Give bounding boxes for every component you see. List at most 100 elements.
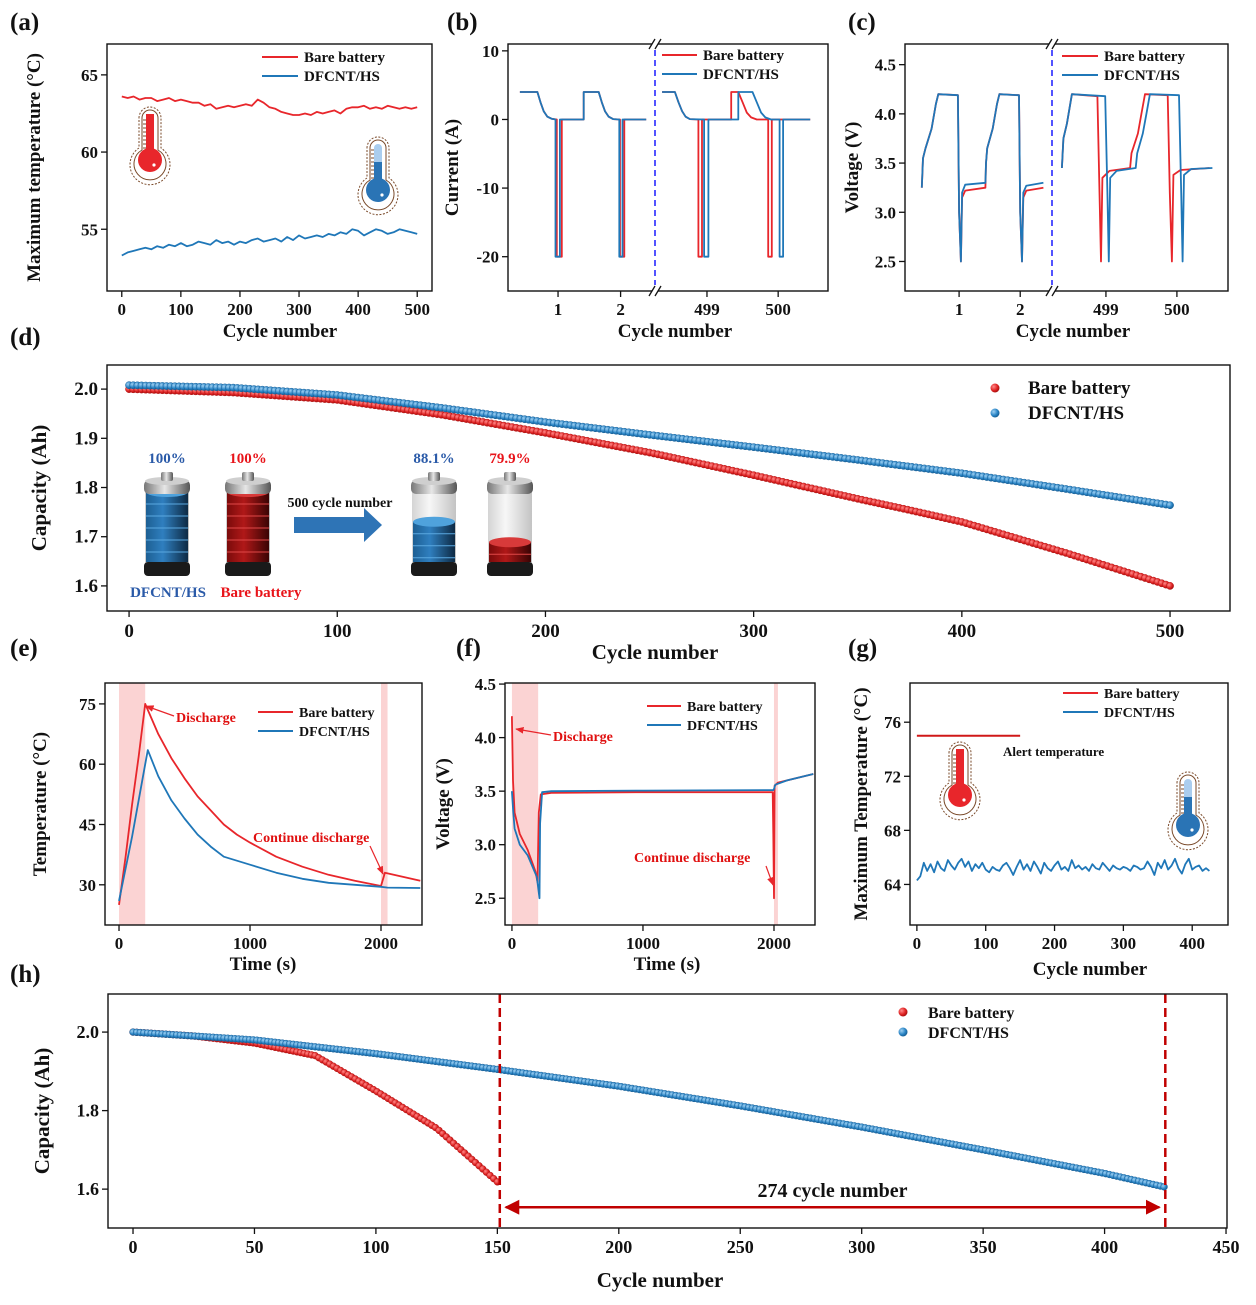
series-bare <box>125 385 1174 590</box>
plot-frame <box>909 682 1229 926</box>
legend: Bare battery DFCNT/HS <box>990 378 1131 424</box>
axis-break-mark <box>1051 285 1059 297</box>
x-tick-label: 300 <box>1111 934 1137 953</box>
panel-label: (f) <box>456 635 481 662</box>
battery-inset: 100% 100% 88.1% 79.9% DFCNT/HS Bare battery 50… <box>130 451 533 601</box>
axis-break-mark <box>648 285 656 297</box>
red-thermometer-icon <box>939 741 981 821</box>
x-tick-label: 400 <box>1179 934 1205 953</box>
arrow-label: 500 cycle number <box>288 496 393 511</box>
annotation-label: Continue discharge <box>253 831 369 846</box>
plot-area <box>121 95 418 257</box>
plot-frame <box>504 682 816 926</box>
legend-label: DFCNT/HS <box>1104 68 1180 84</box>
panel-label: (a) <box>10 9 39 36</box>
plot-area <box>118 703 421 906</box>
series-line-bare <box>920 93 1210 263</box>
panel-d: (d) 0 100 200 300 400 500 1.6 1.7 1.8 1.9 2.0 Cycle … <box>10 324 1231 664</box>
x-tick-label: 300 <box>739 621 768 642</box>
legend-label: DFCNT/HS <box>1104 706 1175 721</box>
y-tick-label: -10 <box>476 179 499 198</box>
red-battery-icon <box>225 472 271 576</box>
series-line-dfcnt <box>519 91 811 258</box>
y-tick-label: 55 <box>81 220 98 239</box>
x-tick-label: 200 <box>227 300 253 319</box>
x-tick-label: 200 <box>605 1237 632 1257</box>
y-tick-label: 68 <box>884 821 901 840</box>
x-tick-label: 499 <box>1093 300 1119 319</box>
legend-label: Bare battery <box>1104 49 1185 65</box>
plot-area <box>125 381 1174 590</box>
series-dfcnt <box>125 381 1174 510</box>
blue-thermometer-icon <box>1167 771 1209 851</box>
y-tick-label: 1.8 <box>74 478 98 499</box>
y-tick-label: 2.5 <box>875 252 896 271</box>
legend-label: Bare battery <box>304 50 385 66</box>
legend-label: DFCNT/HS <box>703 67 779 83</box>
y-tick-label: 4.0 <box>875 105 896 124</box>
x-axis-label: Cycle number <box>1016 321 1131 342</box>
x-tick-label: 400 <box>345 300 371 319</box>
blue-thermometer-icon <box>357 136 399 216</box>
blue-battery-icon <box>411 472 457 576</box>
y-tick-label: 60 <box>79 755 96 774</box>
x-tick-label: 0 <box>129 1237 138 1257</box>
x-tick-label: 450 <box>1213 1237 1240 1257</box>
x-tick-label: 200 <box>1042 934 1068 953</box>
series-bare <box>129 1028 502 1186</box>
x-tick-label: 2000 <box>364 934 398 953</box>
battery-label-dfcnt: DFCNT/HS <box>130 585 206 601</box>
plot-frame <box>104 682 423 926</box>
y-axis-label: Maximum temperature (°C) <box>24 53 45 282</box>
legend-label: DFCNT/HS <box>928 1025 1009 1042</box>
x-tick-label: 0 <box>118 300 127 319</box>
y-tick-label: 3.5 <box>875 154 896 173</box>
legend-marker <box>898 1007 908 1017</box>
legend-label: Bare battery <box>1028 378 1131 399</box>
panel-g: (g) Alert temperature 0 100 200 300 400 64 68 72 7… <box>848 635 1229 980</box>
annotation-arrow <box>145 705 175 717</box>
y-tick-label: 3.0 <box>475 836 496 855</box>
x-tick-label: 0 <box>124 621 134 642</box>
y-tick-label: 1.6 <box>74 576 98 597</box>
plot-area <box>511 716 814 900</box>
battery-percent-label: 100% <box>148 451 186 467</box>
data-point <box>1166 501 1174 510</box>
x-tick-label: 400 <box>948 621 977 642</box>
axis-break-mark <box>1045 285 1053 297</box>
legend: Bare battery DFCNT/HS <box>1062 49 1185 84</box>
battery-percent-label: 79.9% <box>489 451 530 467</box>
y-tick-label: 76 <box>884 713 901 732</box>
axis-break-mark <box>1051 38 1059 50</box>
panel-label: (d) <box>10 324 41 351</box>
panel-a: (a) 0 100 200 300 400 500 55 60 65 Cycle number Max… <box>10 9 433 342</box>
x-axis-label: Cycle number <box>1033 959 1148 980</box>
axis-break-mark <box>1045 38 1053 50</box>
x-tick-label: 150 <box>484 1237 511 1257</box>
legend-label: Bare battery <box>703 48 784 64</box>
legend-label: DFCNT/HS <box>304 69 380 85</box>
y-tick-label: 45 <box>79 816 96 835</box>
panel-b: (b) 1 2 499 500 -20 -10 0 10 Cycle number Current … <box>442 9 829 342</box>
x-axis-label: Time (s) <box>230 954 297 975</box>
right-arrow-icon <box>294 508 382 542</box>
annotation-arrow <box>369 845 384 875</box>
x-tick-label: 1 <box>554 300 563 319</box>
x-tick-label: 200 <box>531 621 560 642</box>
y-tick-label: 1.9 <box>74 428 98 449</box>
legend-label: DFCNT/HS <box>687 719 758 734</box>
legend-label: Bare battery <box>299 706 375 721</box>
series-line-dfcnt <box>916 857 1210 881</box>
y-axis-label: Capacity (Ah) <box>27 425 51 552</box>
plot-frame <box>507 43 829 292</box>
x-tick-label: 400 <box>1091 1237 1118 1257</box>
y-tick-label: 1.6 <box>77 1179 100 1199</box>
y-tick-label: 10 <box>482 42 499 61</box>
x-tick-label: 2 <box>616 300 625 319</box>
x-tick-label: 500 <box>765 300 791 319</box>
panel-f: (f) 0 1000 2000 2.5 3.0 3.5 4.0 4.5 Time (s) Volta… <box>433 635 816 975</box>
legend: Bare battery DFCNT/HS <box>262 50 385 85</box>
axis-break-mark <box>648 38 656 50</box>
x-tick-label: 2000 <box>757 934 791 953</box>
